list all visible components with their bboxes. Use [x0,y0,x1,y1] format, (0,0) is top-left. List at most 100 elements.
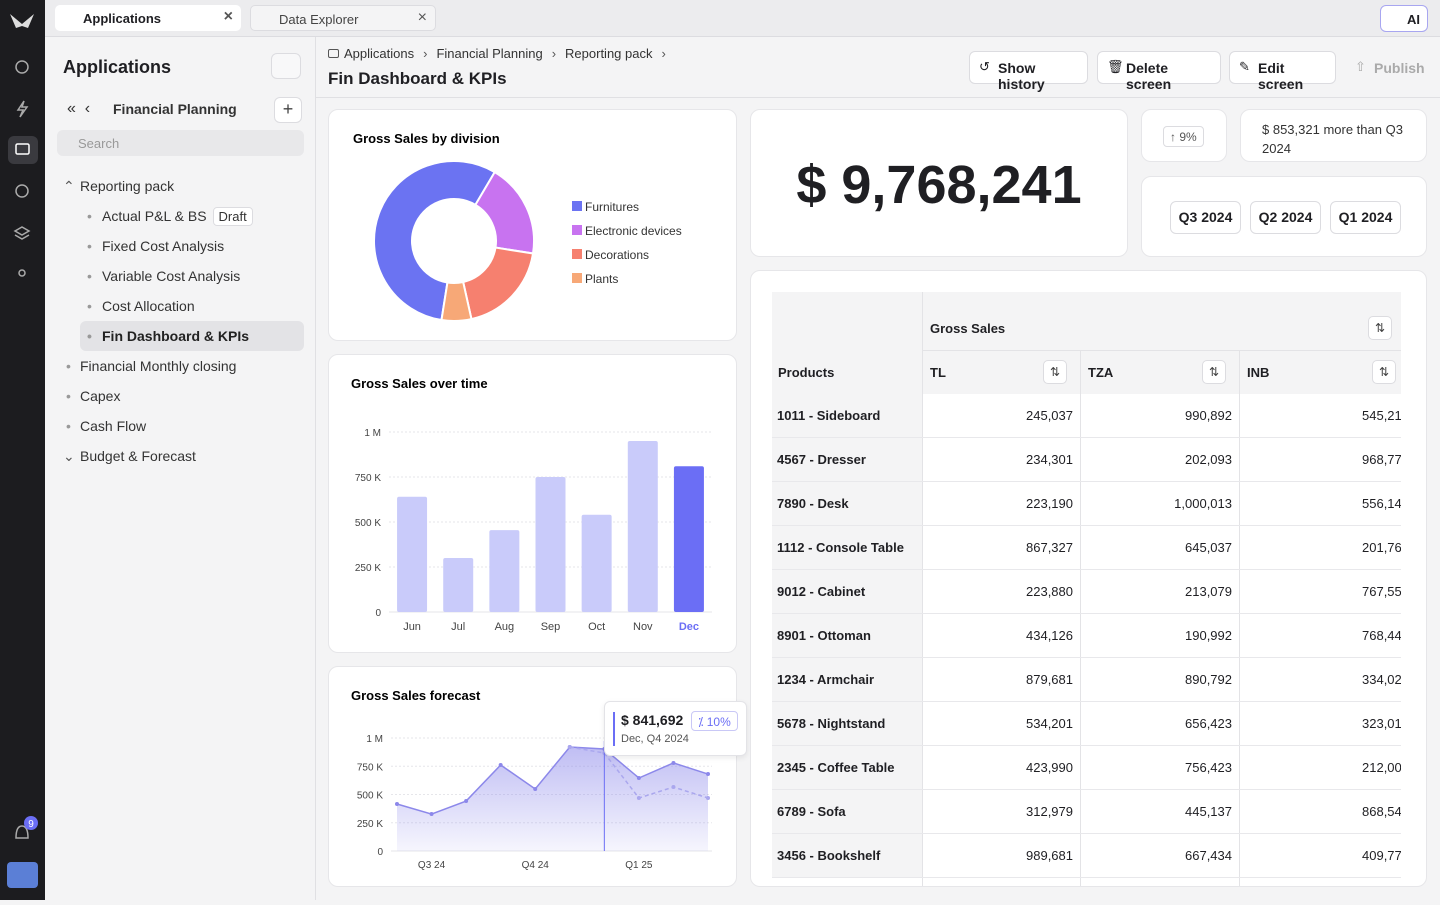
screen-icon [15,143,30,155]
tab[interactable]: Applications × [55,5,241,31]
tree-item[interactable]: • Cost Allocation [80,291,304,321]
legend-swatch [572,201,582,211]
tab[interactable]: Data Explorer × [250,5,436,31]
cell: 556,148 [1239,482,1401,526]
tab-close[interactable]: × [417,9,427,26]
column-line [922,292,923,886]
point [429,812,434,817]
chart-title: Gross Sales forecast [351,688,481,703]
sort-button[interactable]: ⇅ [1043,360,1067,384]
cell: 423,990 [922,746,1080,790]
cell: 656,423 [1080,702,1239,746]
action-button[interactable]: 🗑 Delete screen [1097,51,1221,92]
bullet: • [87,268,92,284]
crumb[interactable]: Financial Planning [436,46,543,61]
period-button[interactable]: Q3 2024 [1170,201,1241,234]
tab-bar: Applications × Data Explorer × AI [45,0,1440,37]
crumb[interactable]: Reporting pack [565,46,653,61]
tree-item[interactable]: • Fin Dashboard & KPIs [80,321,304,351]
action-button[interactable]: ↺ Show history [969,51,1088,92]
product-cell: 9012 - Cabinet [772,570,922,614]
comparison-card: $ 853,321 more than Q3 2024 [1240,109,1427,162]
product-cell: 1112 - Console Table [772,526,922,570]
bar [535,477,566,612]
change-badge: ↑ 9% [1163,126,1204,147]
back-button[interactable]: « ‹ [67,100,91,117]
y-tick-label: 1 M [364,428,381,439]
bullet: • [87,298,92,314]
tree-item[interactable]: • Cash Flow [63,411,303,441]
cell: 245,037 [922,394,1080,438]
donut-slice [461,246,535,321]
line [396,746,709,815]
breadcrumb: Applications › Financial Planning › Reportin… [328,46,675,61]
tree-item[interactable]: • Actual P&L & BS Draft [80,201,304,231]
x-tick-label: Jul [451,621,465,633]
donut-chart: Gross Sales by division Furnitures Electro… [353,131,682,322]
cell: 409,777 [1239,834,1401,878]
nav-icon-active[interactable] [8,136,38,164]
y-tick-label: 500 K [355,518,381,529]
bar [397,496,428,612]
action-button[interactable]: ⇧ Publish [1345,51,1427,84]
nav-icon[interactable] [18,269,26,277]
crumb-icon [328,49,339,58]
tree-item[interactable]: • Financial Monthly closing [63,351,303,381]
product-cell: 6789 - Sofa [772,790,922,834]
nav-title: Applications [63,57,172,77]
avatar[interactable] [7,862,38,888]
bar-card: Gross Sales over time 0 250 K 500 K 750 K 1 M… [328,354,737,653]
bell-icon[interactable] [15,825,29,839]
crumb-separator: › [423,46,428,61]
action-button[interactable]: ✎ Edit screen [1229,51,1336,92]
product-cell: 8901 - Ottoman [772,614,922,658]
tree-item[interactable]: • Capex [63,381,303,411]
crumb[interactable]: Applications [344,46,415,61]
nav-panel: Applications « ‹ Financial Planning + Se… [45,37,316,900]
bar [673,466,704,612]
sort-button[interactable]: ⇅ [1368,316,1392,340]
tab-label: Applications [83,11,162,26]
tree-item[interactable]: ⌄ Budget & Forecast [63,441,303,471]
nav-icon[interactable] [15,184,29,198]
action-label: Publish [1374,60,1425,76]
cell: 202,093 [1080,438,1239,482]
cell: 867,327 [922,526,1080,570]
tree-label: Reporting pack [80,178,175,194]
sort-button[interactable]: ⇅ [1202,360,1226,384]
tree-label: Cost Allocation [102,298,195,314]
product-cell: 4567 - Dresser [772,438,922,482]
nav-icon[interactable] [15,60,29,74]
cell: 212,004 [1239,746,1401,790]
search-input[interactable]: Search [57,130,304,156]
legend-label: Furnitures [585,200,639,214]
cell: 434,126 [922,614,1080,658]
period-button[interactable]: Q2 2024 [1250,201,1321,234]
tree-item[interactable]: • Variable Cost Analysis [80,261,304,291]
period-button[interactable]: Q1 2024 [1330,201,1401,234]
badge: Draft [212,207,253,226]
bar [489,530,520,612]
collapse-button[interactable] [271,53,301,79]
legend-swatch [572,225,582,235]
cell: 545,212 [1239,394,1401,438]
sort-button[interactable]: ⇅ [1372,360,1396,384]
y-tick-label: 250 K [357,819,383,830]
x-tick-label: Aug [495,621,515,633]
tree-item[interactable]: • Fixed Cost Analysis [80,231,304,261]
tree-item[interactable]: ⌃ Reporting pack [63,171,303,201]
area-chart: Gross Sales forecast 0 250 K 500 K 750 K 1 M Q… [351,688,712,871]
cell: 213,079 [1080,570,1239,614]
add-button[interactable]: + [274,97,302,123]
ai-button[interactable]: AI [1380,5,1428,32]
comparison-text: $ 853,321 more than Q3 2024 [1262,122,1403,156]
logo [10,14,34,28]
point [498,763,503,768]
nav-icon[interactable] [13,226,31,240]
point [636,776,641,781]
point [671,785,676,790]
point [464,799,469,804]
tab-close[interactable]: × [223,8,233,25]
nav-icon[interactable] [16,100,29,118]
